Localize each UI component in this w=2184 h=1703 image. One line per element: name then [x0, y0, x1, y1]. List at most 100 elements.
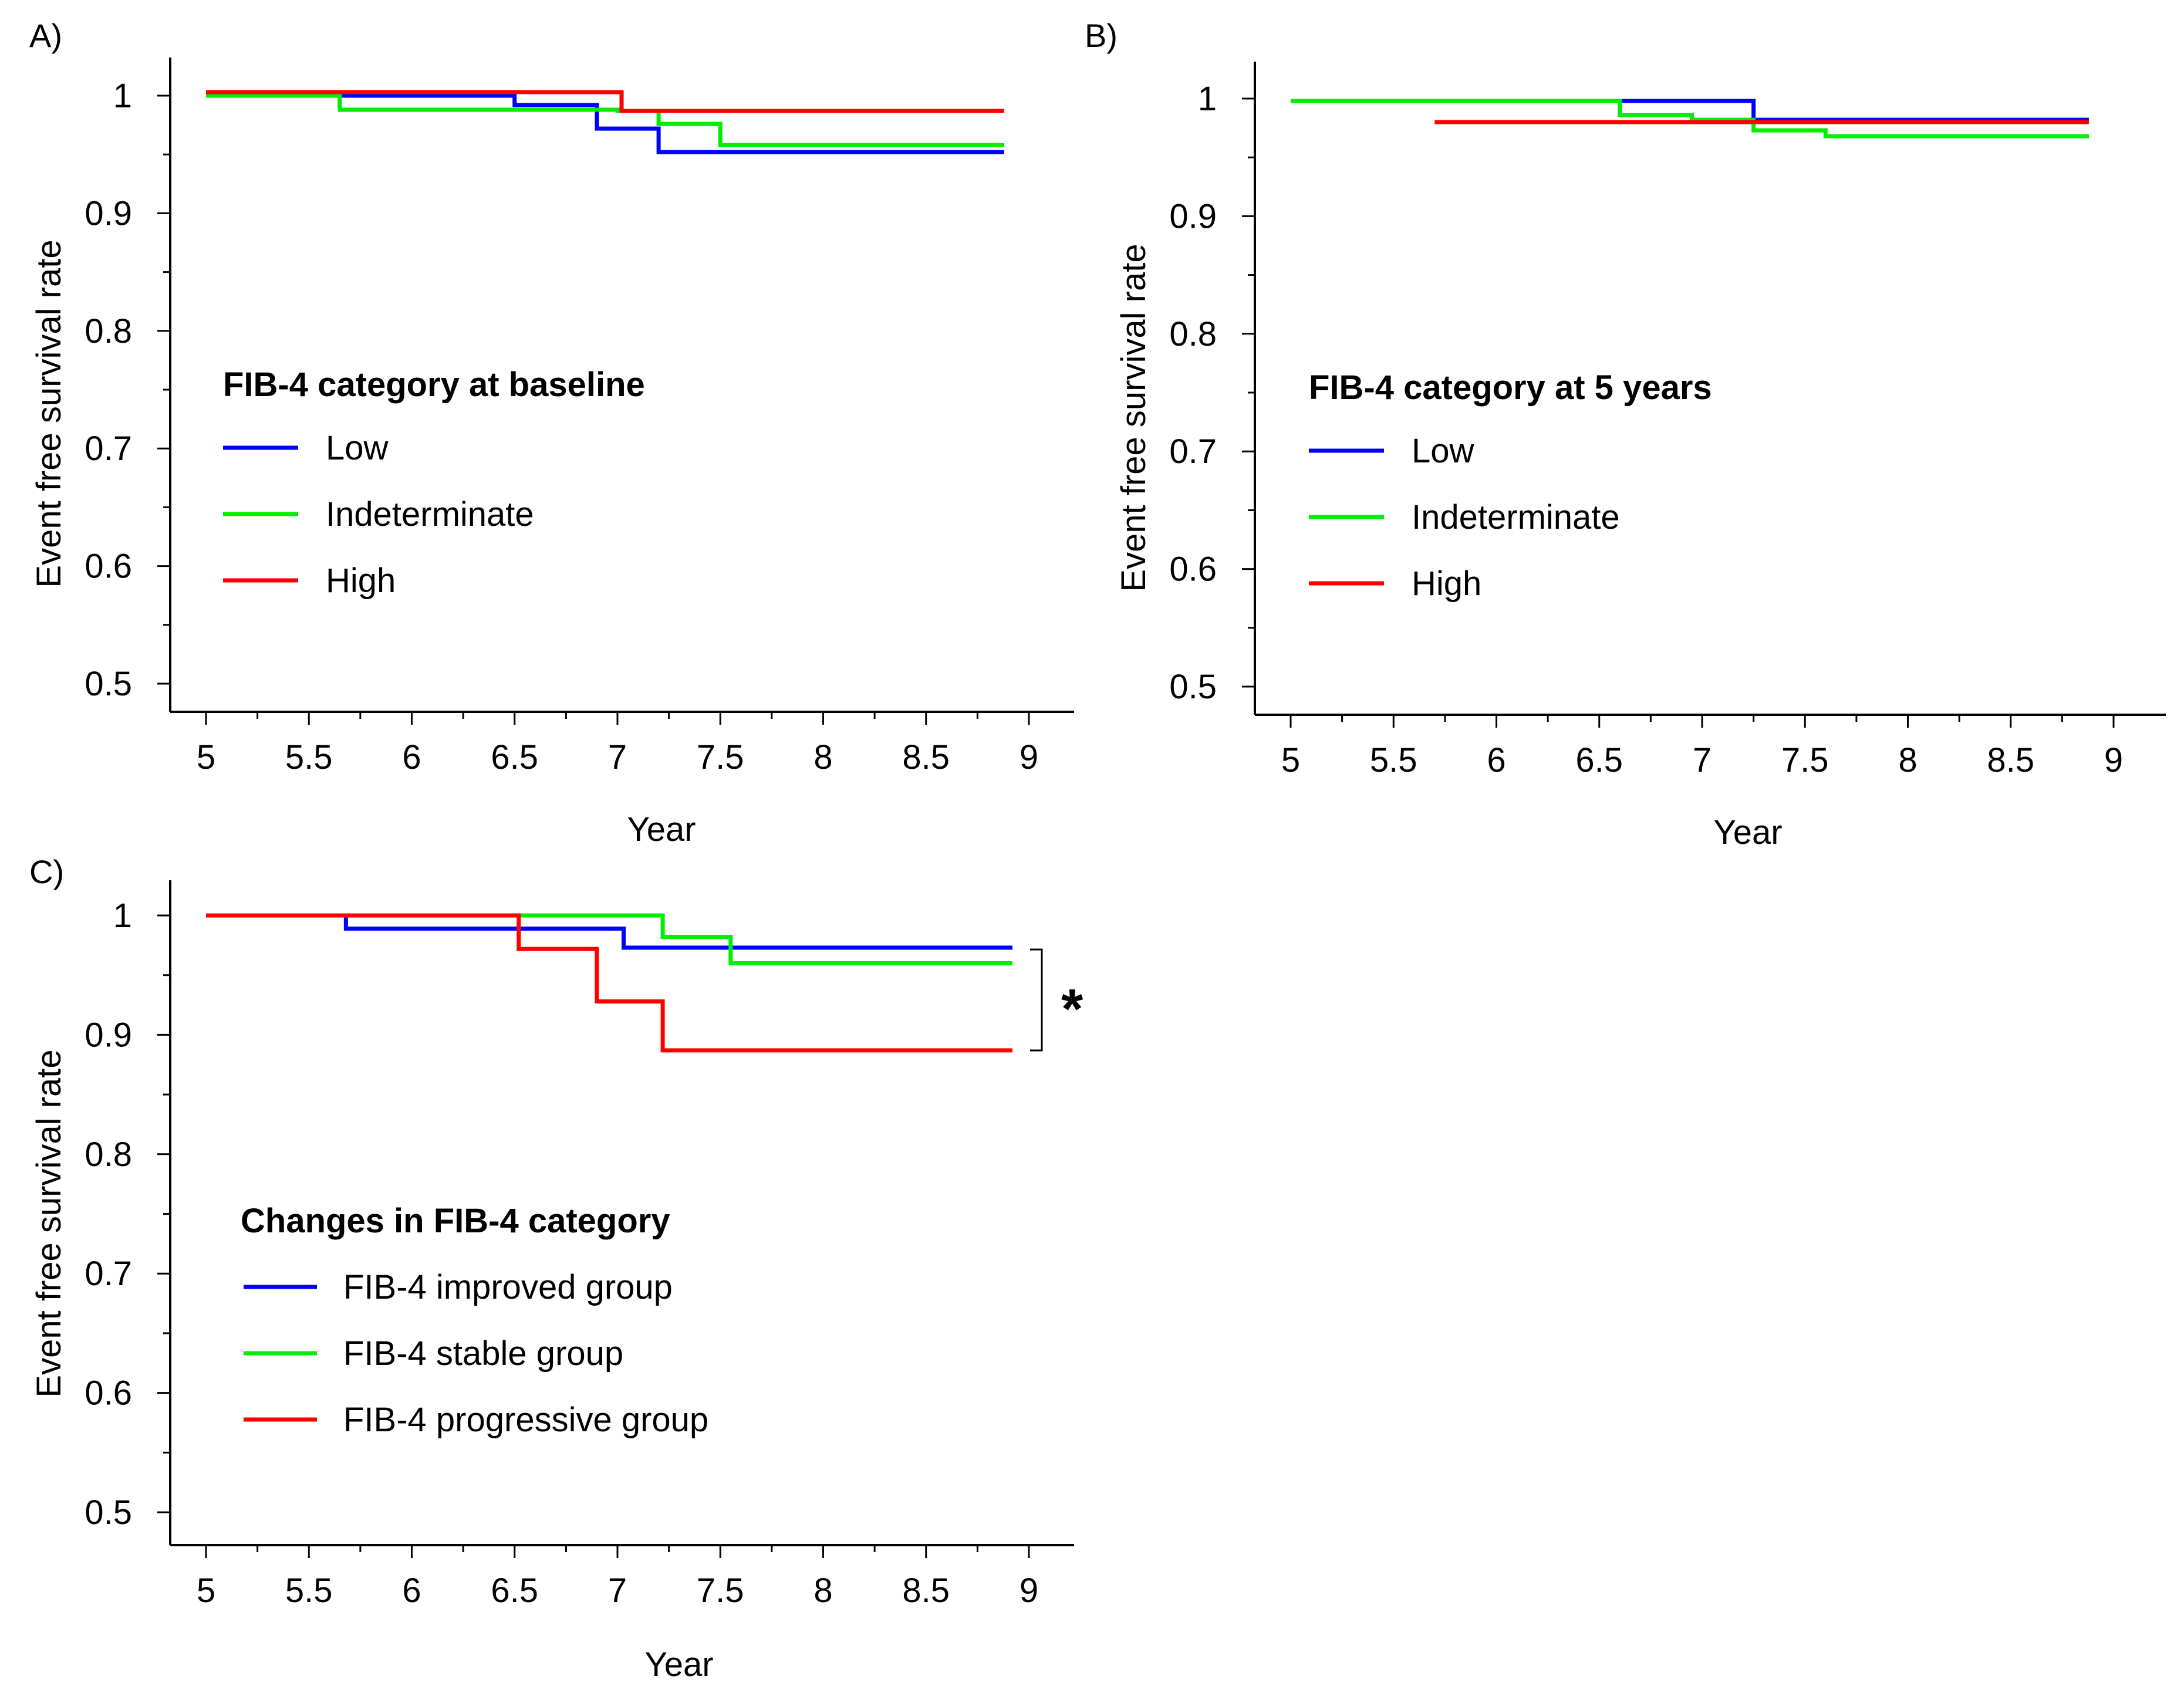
- x-tick-label: 6: [1487, 741, 1505, 779]
- legend-label-indeterminate: Indeterminate: [1412, 498, 1620, 536]
- panel-label: C): [29, 853, 64, 890]
- y-axis: 0.5 0.6 0.7 0.8 0.9 1 Event free survival rat…: [1115, 62, 1256, 715]
- y-tick-label: 0.6: [1169, 550, 1217, 589]
- y-ticks: 0.5 0.6 0.7 0.8 0.9 1: [1169, 80, 1255, 706]
- legend-label-fib-4-stable-group: FIB-4 stable group: [343, 1334, 623, 1373]
- legend-label-low: Low: [326, 429, 389, 467]
- y-axis-label: Event free survival rate: [30, 1049, 68, 1397]
- x-tick-label: 7: [608, 1572, 627, 1610]
- legend-label-indeterminate: Indeterminate: [326, 495, 534, 533]
- y-tick-label: 0.5: [85, 1493, 132, 1532]
- legend-label-low: Low: [1412, 432, 1475, 470]
- legend-title: FIB-4 category at baseline: [223, 366, 645, 404]
- x-tick-label: 7.5: [1781, 741, 1829, 779]
- y-tick-label: 0.8: [1169, 315, 1217, 353]
- bracket-line: [1030, 948, 1043, 1052]
- y-tick-label: 0.5: [1169, 668, 1217, 706]
- x-tick-label: 7: [1693, 741, 1712, 779]
- series-line-fib-4-progressive-group: [206, 913, 1012, 1053]
- x-tick-label: 7: [608, 738, 627, 776]
- x-tick-label: 6: [402, 738, 421, 776]
- x-tick-label: 8.5: [902, 738, 950, 776]
- x-ticks: 5 5.5 6 6.5 7 7.5 8 8.5 9: [197, 1545, 1038, 1610]
- x-tick-label: 6.5: [491, 1572, 538, 1610]
- legend-label-fib-4-improved-group: FIB-4 improved group: [343, 1268, 673, 1306]
- panel-a: A) 0.5 0.6 0.7 0.8 0.9 1 Event free survival …: [29, 17, 1074, 849]
- x-tick-label: 8: [813, 738, 832, 776]
- legend: FIB-4 category at 5 years Low Indetermina…: [1309, 369, 1712, 603]
- x-axis-label: Year: [627, 810, 696, 849]
- series-group: [1291, 99, 2089, 138]
- y-tick-label: 1: [1198, 80, 1217, 118]
- x-tick-label: 5.5: [285, 1572, 333, 1610]
- y-tick-label: 0.7: [1169, 432, 1217, 471]
- x-tick-label: 6: [402, 1572, 421, 1610]
- x-tick-label: 7.5: [697, 1572, 744, 1610]
- x-tick-label: 5: [1281, 741, 1300, 779]
- x-tick-label: 9: [1020, 1572, 1038, 1610]
- x-tick-label: 5.5: [1370, 741, 1417, 779]
- series-line-low: [206, 93, 1004, 154]
- panel-b: B) 0.5 0.6 0.7 0.8 0.9 1 Event free survival …: [1085, 17, 2166, 852]
- x-tick-label: 6.5: [491, 738, 538, 776]
- y-tick-label: 0.9: [1169, 197, 1217, 235]
- x-tick-label: 9: [1020, 738, 1038, 776]
- x-tick-label: 5.5: [285, 738, 333, 776]
- legend-title: Changes in FIB-4 category: [241, 1202, 670, 1240]
- significance-asterisk: *: [1061, 978, 1083, 1040]
- panel-label: B): [1085, 17, 1118, 54]
- panel-label: A): [29, 17, 62, 54]
- y-axis: 0.5 0.6 0.7 0.8 0.9 1 Event free survival rat…: [30, 58, 171, 712]
- x-tick-label: 5: [197, 1572, 215, 1610]
- x-ticks: 5 5.5 6 6.5 7 7.5 8 8.5 9: [197, 712, 1038, 776]
- y-tick-label: 0.6: [85, 1374, 132, 1413]
- x-tick-label: 8.5: [1987, 741, 2034, 779]
- x-axis: 5 5.5 6 6.5 7 7.5 8 8.5 9 Year: [170, 1544, 1074, 1684]
- series-line-fib-4-stable-group: [206, 913, 1012, 965]
- legend-items: Low Indeterminate High: [223, 429, 534, 600]
- x-axis-label: Year: [644, 1645, 713, 1684]
- series-group: [206, 913, 1012, 1053]
- significance-bracket: *: [1030, 948, 1083, 1052]
- y-tick-label: 0.7: [85, 430, 132, 468]
- y-tick-label: 0.5: [85, 665, 132, 703]
- y-axis-label: Event free survival rate: [1115, 244, 1153, 592]
- y-tick-label: 0.6: [85, 548, 132, 586]
- legend: Changes in FIB-4 category FIB-4 improved…: [241, 1202, 708, 1439]
- series-line-fib-4-improved-group: [206, 913, 1012, 950]
- panel-c: C) 0.5 0.6 0.7 0.8 0.9 1 Event free survival …: [29, 853, 1083, 1684]
- x-tick-label: 8: [813, 1572, 832, 1610]
- x-tick-label: 7.5: [697, 738, 744, 776]
- legend: FIB-4 category at baseline Low Indetermin…: [223, 366, 645, 600]
- y-tick-label: 0.8: [85, 1136, 132, 1174]
- x-axis-label: Year: [1713, 813, 1782, 852]
- legend-items: FIB-4 improved group FIB-4 stable group FI…: [244, 1268, 708, 1439]
- y-tick-label: 0.9: [85, 1016, 132, 1054]
- legend-label-fib-4-progressive-group: FIB-4 progressive group: [343, 1401, 708, 1439]
- y-axis: 0.5 0.6 0.7 0.8 0.9 1 Event free survival rat…: [30, 880, 171, 1545]
- x-tick-label: 6.5: [1575, 741, 1623, 779]
- y-tick-label: 1: [113, 77, 132, 115]
- legend-label-high: High: [326, 562, 396, 600]
- x-tick-label: 5: [197, 738, 215, 776]
- y-tick-label: 0.8: [85, 312, 132, 350]
- y-ticks: 0.5 0.6 0.7 0.8 0.9 1: [85, 77, 170, 703]
- y-ticks: 0.5 0.6 0.7 0.8 0.9 1: [85, 897, 170, 1532]
- x-tick-label: 9: [2104, 741, 2123, 779]
- y-tick-label: 0.9: [85, 194, 132, 232]
- legend-label-high: High: [1412, 565, 1481, 603]
- legend-items: Low Indeterminate High: [1309, 432, 1620, 603]
- x-tick-label: 8: [1898, 741, 1917, 779]
- y-axis-label: Event free survival rate: [30, 239, 68, 587]
- x-axis: 5 5.5 6 6.5 7 7.5 8 8.5 9 Year: [1255, 714, 2166, 852]
- x-ticks: 5 5.5 6 6.5 7 7.5 8 8.5 9: [1281, 715, 2123, 779]
- x-axis: 5 5.5 6 6.5 7 7.5 8 8.5 9 Year: [170, 711, 1074, 849]
- y-tick-label: 0.7: [85, 1255, 132, 1293]
- series-line-high: [206, 90, 1004, 113]
- legend-title: FIB-4 category at 5 years: [1309, 369, 1712, 407]
- series-line-indeterminate: [1291, 99, 2089, 138]
- x-tick-label: 8.5: [902, 1572, 950, 1610]
- series-group: [206, 90, 1004, 154]
- series-line-indeterminate: [206, 93, 1004, 147]
